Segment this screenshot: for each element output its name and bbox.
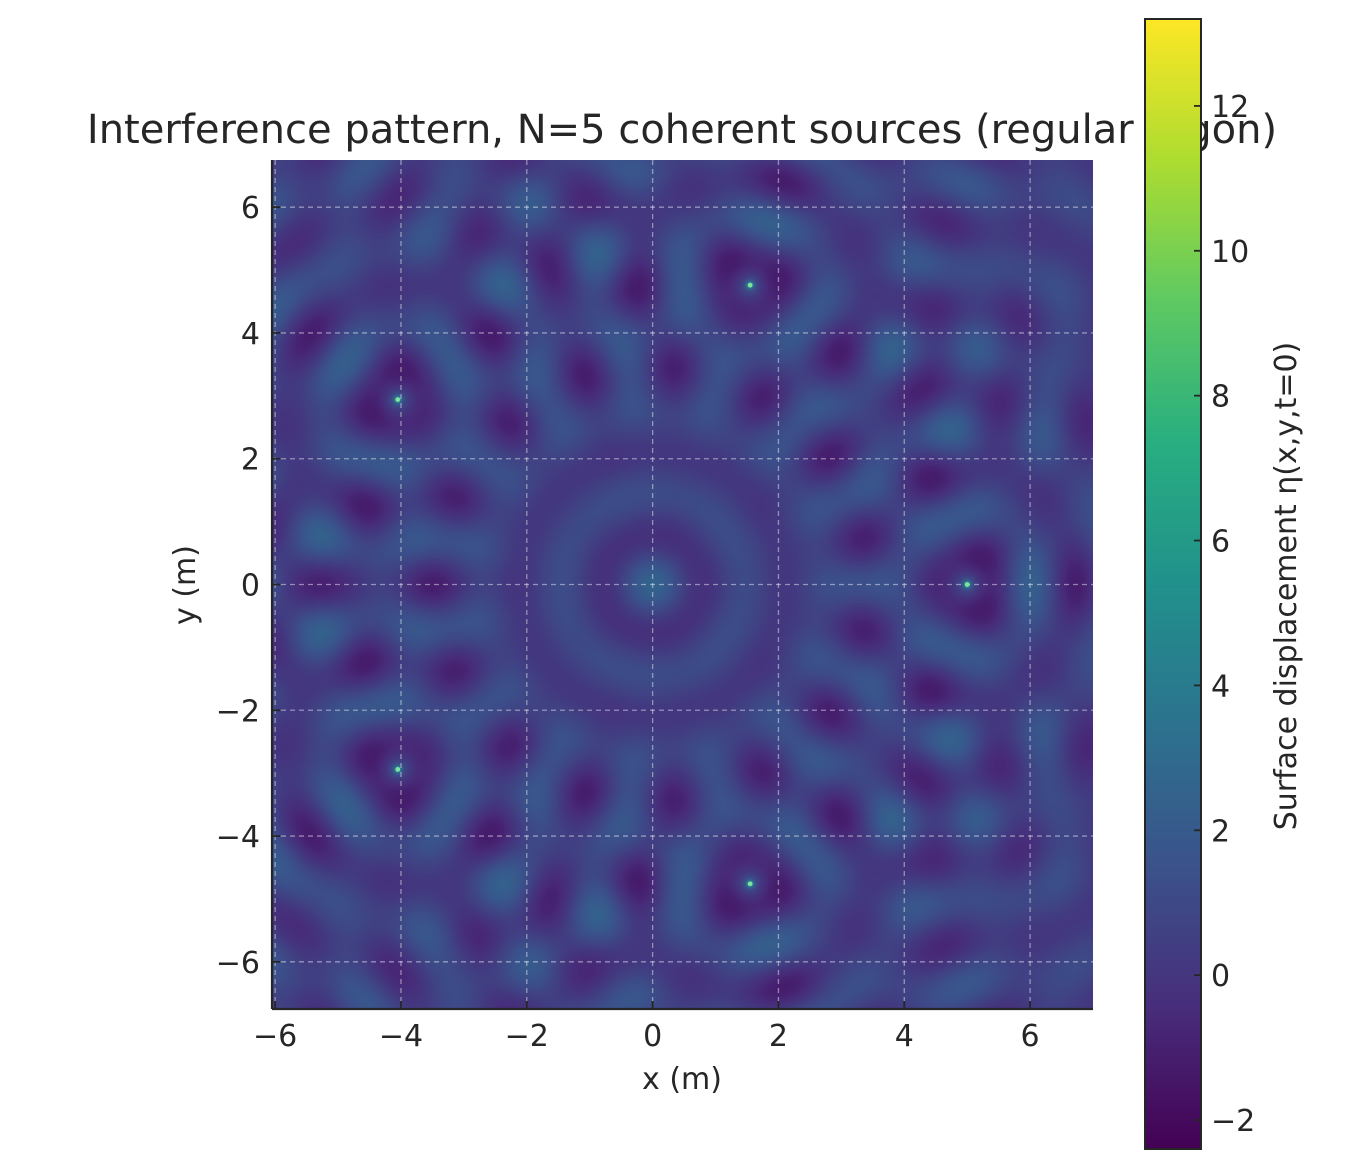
heatmap-canvas: [272, 160, 1093, 1009]
colorbar-ticks: −2 0 2 4 6 8 10 12: [1194, 90, 1255, 1139]
source-point-2: [395, 397, 401, 403]
y-tick-label-2: −2: [216, 694, 260, 729]
y-tick-label-4: 2: [241, 443, 260, 478]
y-tick-label-1: −4: [216, 820, 260, 855]
y-ticks: −6 −4 −2 0 2 4 6: [216, 191, 280, 981]
y-axis-label: y (m): [168, 545, 203, 625]
colorbar-tick-label-3: 4: [1211, 669, 1230, 704]
colorbar-gradient: [1145, 19, 1201, 1149]
colorbar-tick-label-2: 2: [1211, 814, 1230, 849]
chart-title: Interference pattern, N=5 coherent sourc…: [87, 107, 1277, 153]
y-tick-label-0: −6: [216, 946, 260, 981]
x-tick-label-2: −2: [505, 1019, 549, 1054]
source-point-1: [747, 282, 753, 288]
colorbar-tick-label-7: 12: [1211, 90, 1249, 125]
source-point-3: [395, 766, 401, 772]
source-point-4: [747, 881, 753, 887]
colorbar-label: Surface displacement η(x,y,t=0): [1269, 342, 1304, 831]
colorbar-tick-label-5: 8: [1211, 380, 1230, 415]
colorbar-tick-label-4: 6: [1211, 525, 1230, 560]
y-tick-label-6: 6: [241, 191, 260, 226]
x-tick-label-6: 6: [1021, 1019, 1040, 1054]
colorbar-tick-label-6: 10: [1211, 235, 1249, 270]
source-markers: [395, 282, 970, 887]
x-tick-label-0: −6: [253, 1019, 297, 1054]
x-tick-label-1: −4: [379, 1019, 423, 1054]
x-tick-label-3: 0: [643, 1019, 662, 1054]
x-ticks: −6 −4 −2 0 2 4 6: [253, 1001, 1040, 1054]
x-axis-label: x (m): [642, 1062, 722, 1097]
colorbar-tick-label-1: 0: [1211, 959, 1230, 994]
x-tick-label-5: 4: [895, 1019, 914, 1054]
heatmap-container: [272, 160, 1093, 1009]
source-point-0: [964, 582, 970, 587]
y-tick-label-5: 4: [241, 317, 260, 352]
colorbar-frame: [1144, 18, 1202, 1150]
x-tick-label-4: 2: [769, 1019, 788, 1054]
y-tick-label-3: 0: [241, 569, 260, 604]
colorbar-tick-label-0: −2: [1211, 1104, 1255, 1139]
